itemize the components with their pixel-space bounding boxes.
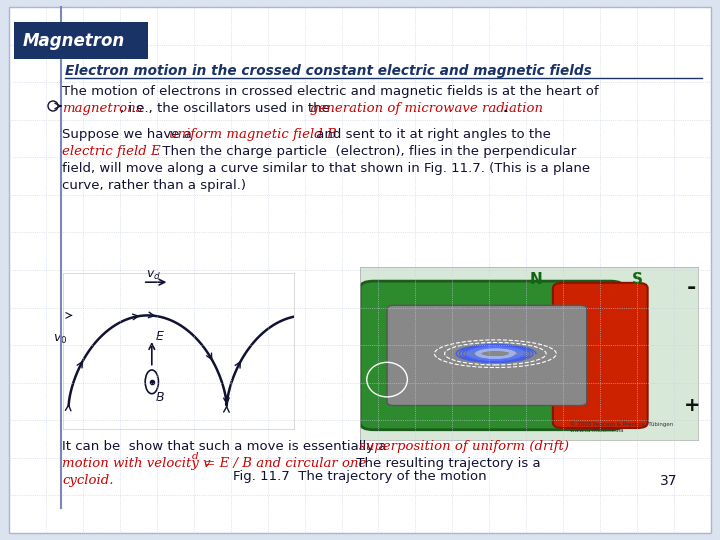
Text: $E$: $E$	[155, 330, 165, 343]
Text: Fig. 11.7  The trajectory of the motion: Fig. 11.7 The trajectory of the motion	[233, 470, 487, 483]
Text: Magnetron: Magnetron	[23, 31, 125, 50]
Text: electric field E: electric field E	[62, 145, 161, 158]
Text: $v_d$: $v_d$	[146, 268, 161, 282]
Text: $v_0$: $v_0$	[53, 333, 68, 346]
Text: field, will move along a curve similar to that shown in Fig. 11.7. (This is a pl: field, will move along a curve similar t…	[62, 162, 590, 175]
Text: = E / B and circular one: = E / B and circular one	[200, 457, 366, 470]
Text: generation of microwave radiation: generation of microwave radiation	[310, 102, 543, 115]
Text: curve, rather than a spiral.): curve, rather than a spiral.)	[62, 179, 246, 192]
Text: The motion of electrons in crossed electric and magnetic fields is at the heart : The motion of electrons in crossed elect…	[62, 85, 598, 98]
Text: superposition of uniform (drift): superposition of uniform (drift)	[359, 440, 569, 453]
Text: d: d	[192, 452, 199, 461]
Text: . Then the charge particle  (electron), flies in the perpendicular: . Then the charge particle (electron), f…	[154, 145, 576, 158]
Text: .: .	[503, 102, 508, 115]
Text: +: +	[683, 396, 700, 415]
Text: cycloid.: cycloid.	[62, 474, 114, 487]
Text: $B$: $B$	[155, 390, 165, 403]
Text: © 2008 Pearson & Prentice  Tübingen
www.tu multimedia: © 2008 Pearson & Prentice Tübingen www.t…	[570, 422, 673, 433]
Text: S: S	[632, 272, 643, 287]
Text: Suppose we have a: Suppose we have a	[62, 128, 196, 141]
Text: motion with velocity v: motion with velocity v	[62, 457, 211, 470]
Text: It can be  show that such a move is essentially a: It can be show that such a move is essen…	[62, 440, 391, 453]
Text: -: -	[687, 278, 696, 298]
FancyBboxPatch shape	[387, 305, 587, 406]
Text: , i.e., the oscillators used in the: , i.e., the oscillators used in the	[120, 102, 334, 115]
Text: and sent to it at right angles to the: and sent to it at right angles to the	[312, 128, 551, 141]
Text: magnetrons: magnetrons	[62, 102, 143, 115]
Text: . The resulting trajectory is a: . The resulting trajectory is a	[348, 457, 541, 470]
FancyBboxPatch shape	[553, 283, 648, 428]
Text: 37: 37	[660, 474, 678, 488]
Text: uniform magnetic field B: uniform magnetic field B	[169, 128, 337, 141]
Text: Electron motion in the crossed constant electric and magnetic fields: Electron motion in the crossed constant …	[65, 64, 592, 78]
FancyBboxPatch shape	[360, 281, 624, 430]
Text: N: N	[530, 272, 542, 287]
